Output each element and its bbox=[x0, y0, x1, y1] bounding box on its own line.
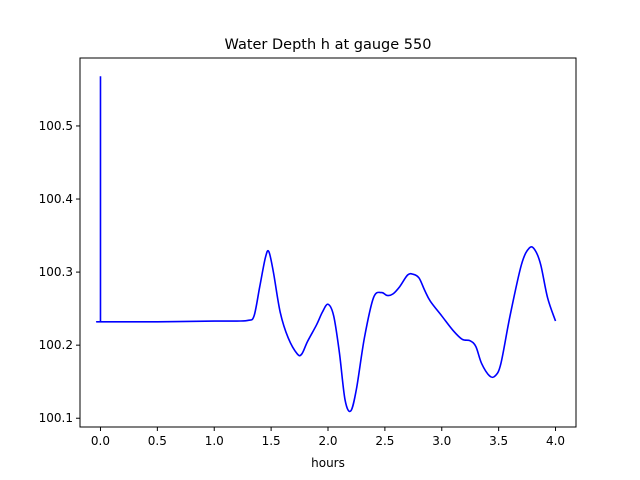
y-axis-ticks: 100.1 100.2 100.3 100.4 100.5 bbox=[39, 119, 80, 425]
x-tick-label: 4.0 bbox=[546, 434, 565, 448]
y-tick-label: 100.3 bbox=[39, 265, 73, 279]
x-tick-label: 2.0 bbox=[318, 434, 337, 448]
x-tick-label: 2.5 bbox=[375, 434, 394, 448]
x-tick-label: 3.5 bbox=[489, 434, 508, 448]
series-line bbox=[95, 76, 557, 413]
plot-area bbox=[80, 58, 576, 427]
x-axis-label: hours bbox=[311, 456, 345, 470]
y-tick-label: 100.4 bbox=[39, 192, 73, 206]
series-layer bbox=[95, 76, 557, 413]
y-tick-label: 100.1 bbox=[39, 411, 73, 425]
y-tick-label: 100.2 bbox=[39, 338, 73, 352]
chart-title: Water Depth h at gauge 550 bbox=[225, 37, 432, 53]
y-tick-label: 100.5 bbox=[39, 119, 73, 133]
x-tick-label: 0.5 bbox=[148, 434, 167, 448]
x-tick-label: 0.0 bbox=[91, 434, 110, 448]
plot-frame bbox=[79, 57, 577, 428]
x-tick-label: 1.5 bbox=[262, 434, 281, 448]
x-axis-ticks: 0.0 0.5 1.0 1.5 2.0 2.5 3.0 3.5 4.0 bbox=[91, 427, 565, 448]
x-tick-label: 3.0 bbox=[432, 434, 451, 448]
x-tick-label: 1.0 bbox=[205, 434, 224, 448]
